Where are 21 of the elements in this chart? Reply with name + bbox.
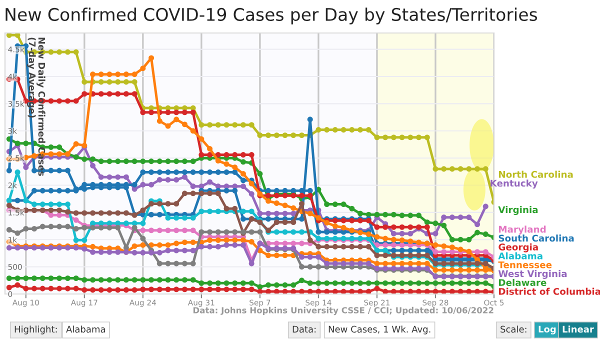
text: New Cases, 1 Wk. Avg. [328, 326, 430, 334]
series-label: Georgia [498, 243, 538, 252]
series-label: South Carolina [498, 234, 574, 242]
text: Log [538, 326, 556, 334]
text: Data: [292, 326, 316, 333]
series-label: Alabama [498, 252, 542, 260]
series-label: West Virginia [498, 270, 567, 279]
text: Highlight: [14, 326, 57, 334]
y-axis-title: New Daily Confirmed Cases (7-day Average) [27, 38, 46, 176]
chart-title: New Confirmed COVID-19 Cases per Day by States/Territories [6, 8, 538, 24]
series-label: Tennessee [498, 261, 552, 268]
series-label: North Carolina [499, 170, 573, 178]
text: Maryland [499, 226, 546, 235]
text: Virginia [498, 206, 538, 216]
text: Data: Johns Hopkins University CSSE / CCI; Updated: 10/06/2022 [193, 306, 494, 316]
text: Linear [562, 326, 594, 333]
text: Alabama [66, 326, 105, 333]
series-label: Delaware [499, 278, 546, 286]
series-label: District of Columbia [499, 288, 600, 295]
text: Scale: [500, 326, 526, 333]
series-label: Kentucky [490, 180, 538, 189]
